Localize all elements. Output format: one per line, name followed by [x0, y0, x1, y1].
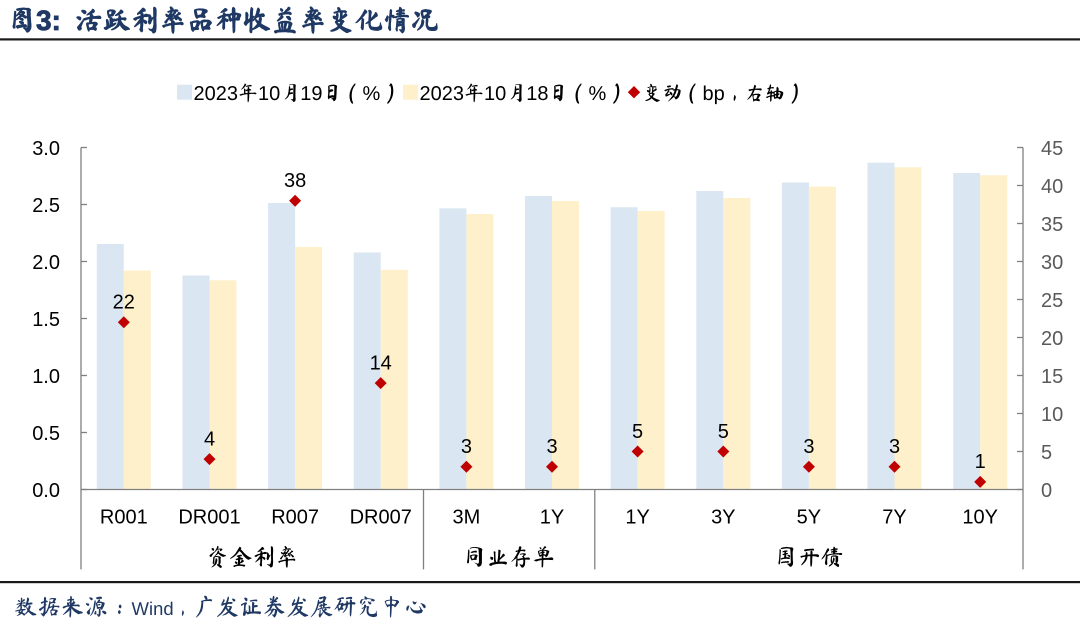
- svg-text:1: 1: [975, 451, 986, 473]
- svg-text:0.5: 0.5: [32, 423, 60, 445]
- svg-text:10Y: 10Y: [962, 506, 998, 528]
- svg-text:25: 25: [1041, 290, 1063, 312]
- svg-text:2.5: 2.5: [32, 195, 60, 217]
- svg-text:1.0: 1.0: [32, 366, 60, 388]
- svg-text:3: 3: [461, 436, 472, 458]
- svg-text:5: 5: [632, 421, 643, 443]
- svg-text:1.5: 1.5: [32, 309, 60, 331]
- svg-text:45: 45: [1041, 138, 1063, 160]
- svg-text:10: 10: [1041, 404, 1063, 426]
- svg-text:3M: 3M: [453, 506, 481, 528]
- svg-text:0.0: 0.0: [32, 480, 60, 502]
- svg-text:35: 35: [1041, 214, 1063, 236]
- svg-text:5: 5: [718, 421, 729, 443]
- svg-text:3: 3: [803, 436, 814, 458]
- svg-text:3Y: 3Y: [711, 506, 735, 528]
- svg-text:15: 15: [1041, 366, 1063, 388]
- svg-text:1Y: 1Y: [625, 506, 649, 528]
- svg-text:22: 22: [113, 292, 135, 314]
- svg-text:30: 30: [1041, 252, 1063, 274]
- svg-text:R007: R007: [271, 506, 319, 528]
- svg-text:20: 20: [1041, 328, 1063, 350]
- svg-text:3.0: 3.0: [32, 138, 60, 160]
- svg-text:1Y: 1Y: [540, 506, 564, 528]
- svg-text:DR001: DR001: [178, 506, 240, 528]
- svg-text:14: 14: [370, 352, 392, 374]
- svg-text:5: 5: [1041, 442, 1052, 464]
- svg-text:R001: R001: [100, 506, 148, 528]
- svg-text:0: 0: [1041, 480, 1052, 502]
- svg-text:3: 3: [546, 436, 557, 458]
- svg-text:5Y: 5Y: [797, 506, 821, 528]
- svg-text:3: 3: [889, 436, 900, 458]
- svg-text:2.0: 2.0: [32, 252, 60, 274]
- svg-text:7Y: 7Y: [882, 506, 906, 528]
- svg-text:40: 40: [1041, 176, 1063, 198]
- svg-text:38: 38: [284, 170, 306, 192]
- svg-text:4: 4: [204, 428, 215, 450]
- svg-text:DR007: DR007: [350, 506, 412, 528]
